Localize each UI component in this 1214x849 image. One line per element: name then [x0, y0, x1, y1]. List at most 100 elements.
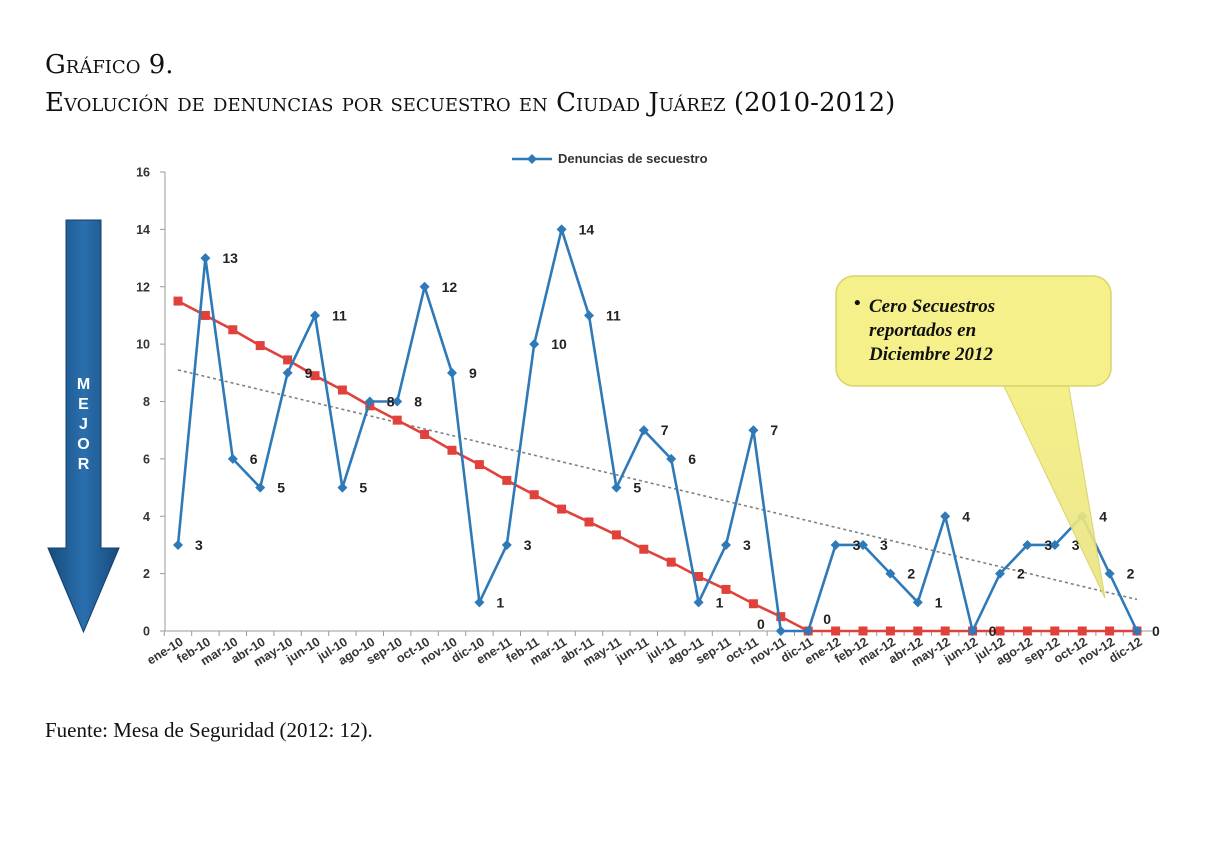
data-label: 3	[1044, 537, 1052, 553]
target-point	[200, 310, 210, 320]
data-label: 9	[305, 365, 313, 381]
denuncias-point	[364, 396, 375, 407]
callout-line-2: reportados en	[869, 320, 976, 341]
target-point	[337, 385, 347, 395]
data-label: 4	[1099, 508, 1107, 524]
denuncias-point	[255, 482, 266, 493]
target-point	[283, 355, 293, 365]
y-tick-label: 6	[143, 452, 150, 466]
mejor-letter: E	[78, 396, 89, 413]
target-point	[557, 504, 567, 514]
data-label: 2	[1127, 566, 1135, 582]
denuncias-point	[584, 310, 594, 321]
data-label: 11	[606, 307, 621, 323]
target-point	[748, 599, 758, 609]
target-point	[858, 626, 868, 636]
data-label: 8	[387, 394, 395, 410]
mejor-letter: J	[79, 416, 88, 433]
denuncias-line	[176, 228, 1139, 633]
target-point	[173, 296, 183, 306]
target-point	[310, 371, 320, 381]
target-point	[255, 341, 265, 351]
data-label: 11	[332, 307, 347, 323]
denuncias-point	[200, 253, 211, 264]
denuncias-point	[693, 597, 704, 608]
data-label: 2	[907, 566, 915, 582]
target-point	[529, 490, 539, 500]
denuncias-point	[310, 310, 320, 321]
target-point	[447, 445, 457, 455]
data-label: 1	[716, 594, 724, 610]
y-axis-ticks: 0 2 4 6 8 10 12 14 16	[136, 166, 165, 639]
mejor-letter: O	[77, 436, 89, 453]
denuncias-point	[995, 568, 1005, 579]
denuncias-point	[1022, 539, 1033, 550]
data-label: 8	[414, 394, 422, 410]
callout: • Cero Secuestros reportados en Diciembr…	[835, 275, 1112, 599]
denuncias-point	[940, 511, 951, 522]
target-point	[1105, 626, 1115, 636]
denuncias-point	[858, 539, 868, 550]
denuncias-point	[1104, 568, 1115, 579]
data-label: 1	[935, 594, 943, 610]
denuncias-point	[529, 339, 540, 350]
target-point	[721, 584, 731, 594]
target-point	[940, 626, 950, 636]
figure-title: Evolución de denuncias por secuestro en …	[45, 88, 896, 118]
callout-box	[835, 275, 1112, 387]
data-label: 5	[359, 480, 367, 496]
target-point	[666, 557, 676, 567]
data-label: 2	[1017, 566, 1025, 582]
target-point	[228, 325, 238, 335]
data-label: 0	[989, 623, 997, 639]
data-label: 3	[853, 537, 861, 553]
y-tick-label: 0	[143, 625, 150, 639]
data-label: 6	[688, 451, 696, 467]
data-label: 0	[1152, 623, 1160, 639]
denuncias-point	[611, 482, 622, 493]
data-label: 7	[770, 422, 778, 438]
data-label: 12	[442, 279, 458, 295]
denuncias-point	[282, 367, 293, 378]
denuncias-point	[227, 453, 238, 464]
y-tick-label: 10	[136, 338, 150, 352]
target-point	[584, 517, 594, 527]
y-tick-label: 2	[143, 567, 150, 581]
data-label: 3	[880, 537, 888, 553]
data-label: 3	[195, 537, 203, 553]
data-label: 1	[496, 594, 504, 610]
y-tick-label: 14	[136, 223, 150, 237]
denuncias-point	[830, 539, 841, 550]
denuncias-point	[775, 626, 786, 636]
target-point	[502, 475, 512, 485]
denuncias-point	[173, 539, 183, 550]
y-tick-label: 16	[136, 166, 150, 180]
denuncias-point	[638, 425, 649, 436]
y-tick-label: 12	[136, 280, 150, 294]
callout-line-3: Diciembre 2012	[868, 344, 994, 365]
callout-bullet: •	[854, 293, 861, 314]
target-point	[885, 626, 895, 636]
denuncias-point	[1049, 539, 1060, 550]
mejor-letter: M	[77, 376, 90, 393]
denuncias-point	[474, 597, 485, 608]
denuncias-point	[721, 539, 731, 550]
legend-marker	[527, 154, 537, 164]
target-point	[1022, 626, 1032, 636]
figure-source: Fuente: Mesa de Seguridad (2012: 12).	[45, 718, 373, 742]
target-point	[474, 460, 484, 470]
denuncias-point	[803, 626, 814, 636]
data-label: 0	[823, 611, 831, 627]
denuncias-point	[748, 425, 759, 436]
data-label: 7	[661, 422, 669, 438]
data-label: 3	[743, 537, 751, 553]
target-point	[420, 429, 430, 439]
target-point	[694, 571, 704, 581]
denuncias-point	[419, 281, 430, 292]
data-label: 5	[277, 480, 285, 496]
target-point	[776, 612, 786, 622]
